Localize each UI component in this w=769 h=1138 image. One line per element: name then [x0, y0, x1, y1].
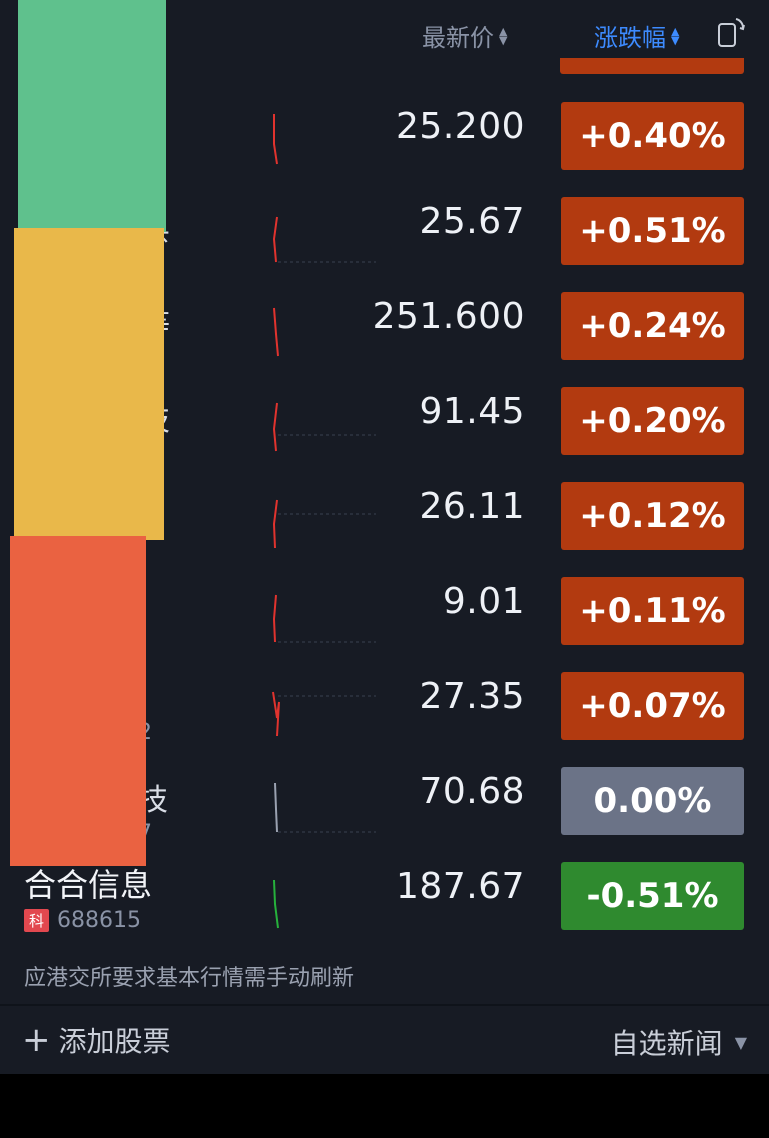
- bottom-bar: [0, 1074, 769, 1138]
- stock-name-partial: 技: [138, 783, 168, 818]
- stock-name-partial: 等: [140, 308, 170, 343]
- stock-row[interactable]: 等 251.600 +0.24%: [0, 286, 769, 381]
- sort-icon: ▲ ▼: [499, 24, 508, 47]
- sparkline: [272, 216, 376, 263]
- sparkline: [272, 594, 376, 643]
- stock-name-partial: 技: [140, 403, 170, 438]
- stock-row[interactable]: 26.11 +0.12%: [0, 476, 769, 571]
- news-label: 自选新闻: [610, 1027, 723, 1060]
- change-badge[interactable]: +0.11%: [561, 577, 744, 645]
- stock-price: 27.35: [419, 676, 525, 717]
- stock-price: 91.45: [419, 391, 525, 432]
- change-badge[interactable]: +0.40%: [561, 102, 744, 170]
- change-badge[interactable]: +0.12%: [561, 482, 744, 550]
- stock-meta: 科 688615: [24, 908, 141, 933]
- watchlist-news-dropdown[interactable]: 自选新闻 ▼: [611, 1022, 747, 1062]
- plus-icon: +: [22, 1020, 51, 1060]
- add-stock-button[interactable]: + 添加股票: [22, 1020, 171, 1060]
- add-stock-label: 添加股票: [58, 1025, 171, 1058]
- caret-down-icon: ▼: [734, 1032, 747, 1052]
- stock-row[interactable]: 县 25.67 +0.51%: [0, 191, 769, 286]
- sort-by-change-button[interactable]: 涨跌幅 ▲ ▼: [594, 18, 679, 53]
- change-badge[interactable]: +0.24%: [561, 292, 744, 360]
- stock-row[interactable]: 合合信息 科 688615 187.67 -0.51%: [0, 856, 769, 951]
- sparkline: [274, 782, 376, 833]
- price-column-label: 最新价: [422, 24, 494, 52]
- stock-price: 9.01: [442, 581, 525, 622]
- change-badge[interactable]: +0.20%: [561, 387, 744, 455]
- column-header: 最新价 ▲ ▼ 涨跌幅 ▲ ▼: [0, 0, 769, 74]
- stock-row[interactable]: 技 7 70.68 0.00%: [0, 761, 769, 856]
- stock-code-partial: 7: [138, 821, 152, 846]
- previous-change-badge[interactable]: [560, 58, 744, 74]
- sort-icon: ▲ ▼: [671, 24, 680, 47]
- stock-name-partial: 县: [140, 213, 170, 248]
- stock-row[interactable]: 2 27.35 +0.07%: [0, 666, 769, 761]
- stock-code: 688615: [57, 908, 141, 933]
- sort-by-price-button[interactable]: 最新价 ▲ ▼: [422, 18, 507, 53]
- sparkline: [273, 879, 279, 929]
- change-badge[interactable]: -0.51%: [561, 862, 744, 930]
- stock-name: 合合信息: [24, 866, 153, 904]
- stock-row[interactable]: 技 91.45 +0.20%: [0, 381, 769, 476]
- change-badge[interactable]: 0.00%: [561, 767, 744, 835]
- divider: [0, 1004, 769, 1006]
- stock-price: 26.11: [419, 486, 525, 527]
- sparkline: [273, 307, 279, 357]
- sparkline: [272, 691, 376, 737]
- rotate-screen-icon[interactable]: [716, 16, 746, 50]
- stock-row[interactable]: 25.200 +0.40%: [0, 96, 769, 191]
- change-badge[interactable]: +0.51%: [561, 197, 744, 265]
- sparkline: [273, 114, 278, 165]
- stock-price: 251.600: [372, 296, 525, 337]
- market-tag: 科: [24, 909, 50, 932]
- refresh-notice: 应港交所要求基本行情需手动刷新: [24, 966, 355, 991]
- stock-code-partial: 2: [138, 720, 152, 745]
- stock-price: 70.68: [419, 771, 525, 812]
- stock-row[interactable]: 9.01 +0.11%: [0, 571, 769, 666]
- stock-price: 25.67: [419, 201, 525, 242]
- change-column-label: 涨跌幅: [594, 24, 666, 52]
- sparkline: [272, 402, 376, 452]
- stock-price: 187.67: [396, 866, 525, 907]
- sparkline: [272, 499, 376, 549]
- change-badge[interactable]: +0.07%: [561, 672, 744, 740]
- stock-price: 25.200: [396, 106, 525, 147]
